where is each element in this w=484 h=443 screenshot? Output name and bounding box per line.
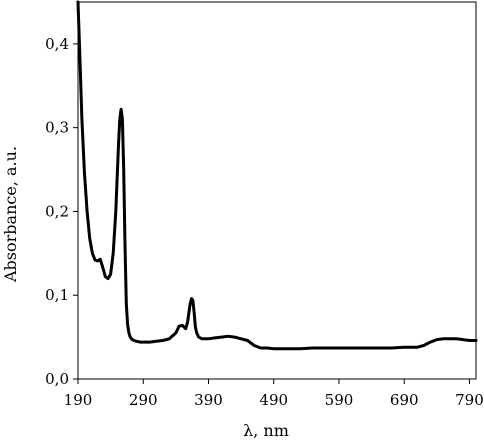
- x-axis-ticks: 190 290 390 490 590 690 790: [64, 379, 484, 409]
- y-tick-label: 0,1: [45, 286, 69, 304]
- absorbance-series-line: [76, 0, 478, 351]
- y-tick-label: 0,4: [45, 35, 69, 53]
- x-tick-label: 590: [325, 391, 354, 409]
- x-tick-label: 290: [129, 391, 158, 409]
- x-tick-label: 490: [259, 391, 288, 409]
- y-tick-label: 0,2: [45, 202, 69, 220]
- y-tick-label: 0,3: [45, 119, 69, 137]
- x-axis-title: λ, nm: [243, 421, 289, 440]
- plot-area: [76, 0, 478, 351]
- x-tick-label: 790: [455, 391, 484, 409]
- x-tick-label: 390: [194, 391, 223, 409]
- plot-frame: [77, 1, 477, 380]
- y-tick-label: 0,0: [45, 370, 69, 388]
- axes-frame: [77, 1, 477, 380]
- x-tick-label: 190: [64, 391, 93, 409]
- x-tick-label: 690: [390, 391, 419, 409]
- y-axis-ticks: 0,0 0,1 0,2 0,3 0,4: [45, 35, 78, 388]
- y-axis-title: Absorbance, a.u.: [1, 146, 20, 283]
